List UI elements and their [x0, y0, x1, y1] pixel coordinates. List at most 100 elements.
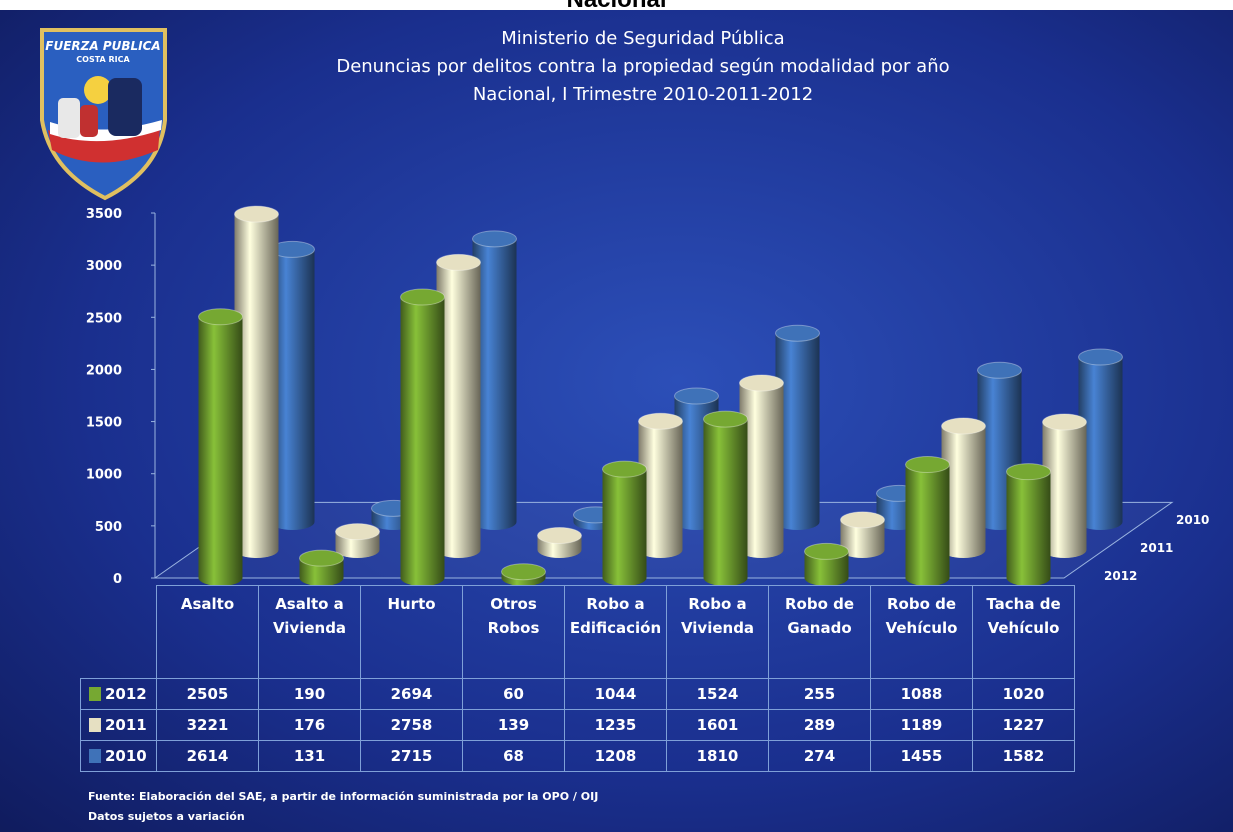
value-cell: 1235 — [565, 710, 667, 741]
bar-top — [906, 457, 950, 473]
value-cell: 1582 — [973, 741, 1075, 772]
value-cell: 68 — [463, 741, 565, 772]
y-tick-label: 500 — [95, 520, 122, 535]
bar-top — [235, 206, 279, 222]
legend-cell: 2011 — [81, 710, 157, 741]
value-cell: 1810 — [667, 741, 769, 772]
legend-swatch — [89, 687, 101, 701]
bar-top — [1043, 414, 1087, 430]
category-label: Robo de Ganado — [769, 586, 871, 679]
depth-label: 2011 — [1140, 541, 1173, 555]
bar — [906, 465, 950, 586]
bar-top — [675, 388, 719, 404]
bar-top — [841, 512, 885, 528]
value-cell: 1044 — [565, 679, 667, 710]
bar — [401, 297, 445, 586]
bar-top — [639, 413, 683, 429]
category-label: Robo de Vehículo — [871, 586, 973, 679]
bar-top — [603, 461, 647, 477]
bar-top — [704, 411, 748, 427]
bar-top — [740, 375, 784, 391]
legend-label: 2012 — [105, 685, 147, 703]
bar-top — [805, 543, 849, 559]
value-cell: 3221 — [157, 710, 259, 741]
y-tick-label: 2000 — [86, 363, 122, 378]
value-cell: 131 — [259, 741, 361, 772]
legend-swatch — [89, 718, 101, 732]
bar-top — [1079, 349, 1123, 365]
bar-top — [538, 528, 582, 544]
value-cell: 1189 — [871, 710, 973, 741]
source-note: Fuente: Elaboración del SAE, a partir de… — [88, 787, 598, 807]
value-cell: 289 — [769, 710, 871, 741]
logo-text: FUERZA PUBLICA — [45, 39, 160, 53]
value-cell: 176 — [259, 710, 361, 741]
value-cell: 1208 — [565, 741, 667, 772]
value-cell: 2505 — [157, 679, 259, 710]
bar-top — [942, 418, 986, 434]
bar-top — [1007, 464, 1051, 480]
depth-label: 2010 — [1176, 513, 1209, 527]
logo-text: COSTA RICA — [76, 55, 130, 64]
category-label: Robo a Vivienda — [667, 586, 769, 679]
bar-top — [300, 550, 344, 566]
value-cell: 1455 — [871, 741, 973, 772]
page: Nacional FUERZA PUBLICA COSTA RICA Minis… — [0, 0, 1233, 832]
y-tick-label: 3000 — [86, 259, 122, 274]
bar — [603, 469, 647, 586]
bar-top — [776, 325, 820, 341]
chart-title: Ministerio de Seguridad Pública — [501, 28, 784, 49]
bar-top — [401, 289, 445, 305]
value-cell: 139 — [463, 710, 565, 741]
value-cell: 2614 — [157, 741, 259, 772]
notes: Fuente: Elaboración del SAE, a partir de… — [88, 787, 598, 827]
legend-cell: 2010 — [81, 741, 157, 772]
bar — [704, 419, 748, 586]
value-cell: 2758 — [361, 710, 463, 741]
legend-swatch — [89, 749, 101, 763]
bar-top — [502, 564, 546, 580]
value-cell: 190 — [259, 679, 361, 710]
bar-top — [473, 231, 517, 247]
bar — [199, 317, 243, 586]
category-label: Hurto — [361, 586, 463, 679]
bar-top — [437, 254, 481, 270]
bar-top — [978, 362, 1022, 378]
category-label: Asalto a Vivienda — [259, 586, 361, 679]
y-tick-label: 3500 — [86, 207, 122, 222]
value-cell: 274 — [769, 741, 871, 772]
page-header: Nacional — [0, 0, 1233, 10]
legend-label: 2011 — [105, 716, 147, 734]
category-label: Asalto — [157, 586, 259, 679]
header-strip: Nacional — [0, 0, 1233, 10]
value-cell: 60 — [463, 679, 565, 710]
value-cell: 255 — [769, 679, 871, 710]
value-cell: 1227 — [973, 710, 1075, 741]
y-tick-label: 1500 — [86, 416, 122, 431]
y-tick-label: 2500 — [86, 311, 122, 326]
category-label: Otros Robos — [463, 586, 565, 679]
chart-title: Denuncias por delitos contra la propieda… — [336, 56, 949, 77]
legend-label: 2010 — [105, 747, 147, 765]
bar-top — [336, 524, 380, 540]
bar — [1007, 472, 1051, 586]
chart-title: Nacional, I Trimestre 2010-2011-2012 — [473, 84, 813, 105]
value-cell: 1020 — [973, 679, 1075, 710]
legend-cell: 2012 — [81, 679, 157, 710]
category-label: Tacha de Vehículo — [973, 586, 1075, 679]
value-cell: 2694 — [361, 679, 463, 710]
bar-top — [199, 309, 243, 325]
value-cell: 2715 — [361, 741, 463, 772]
category-label: Robo a Edificación — [565, 586, 667, 679]
y-tick-label: 1000 — [86, 468, 122, 483]
source-note: Datos sujetos a variación — [88, 807, 598, 827]
corner-cell — [81, 586, 157, 679]
depth-label: 2012 — [1104, 569, 1137, 583]
value-cell: 1601 — [667, 710, 769, 741]
value-cell: 1088 — [871, 679, 973, 710]
value-cell: 1524 — [667, 679, 769, 710]
